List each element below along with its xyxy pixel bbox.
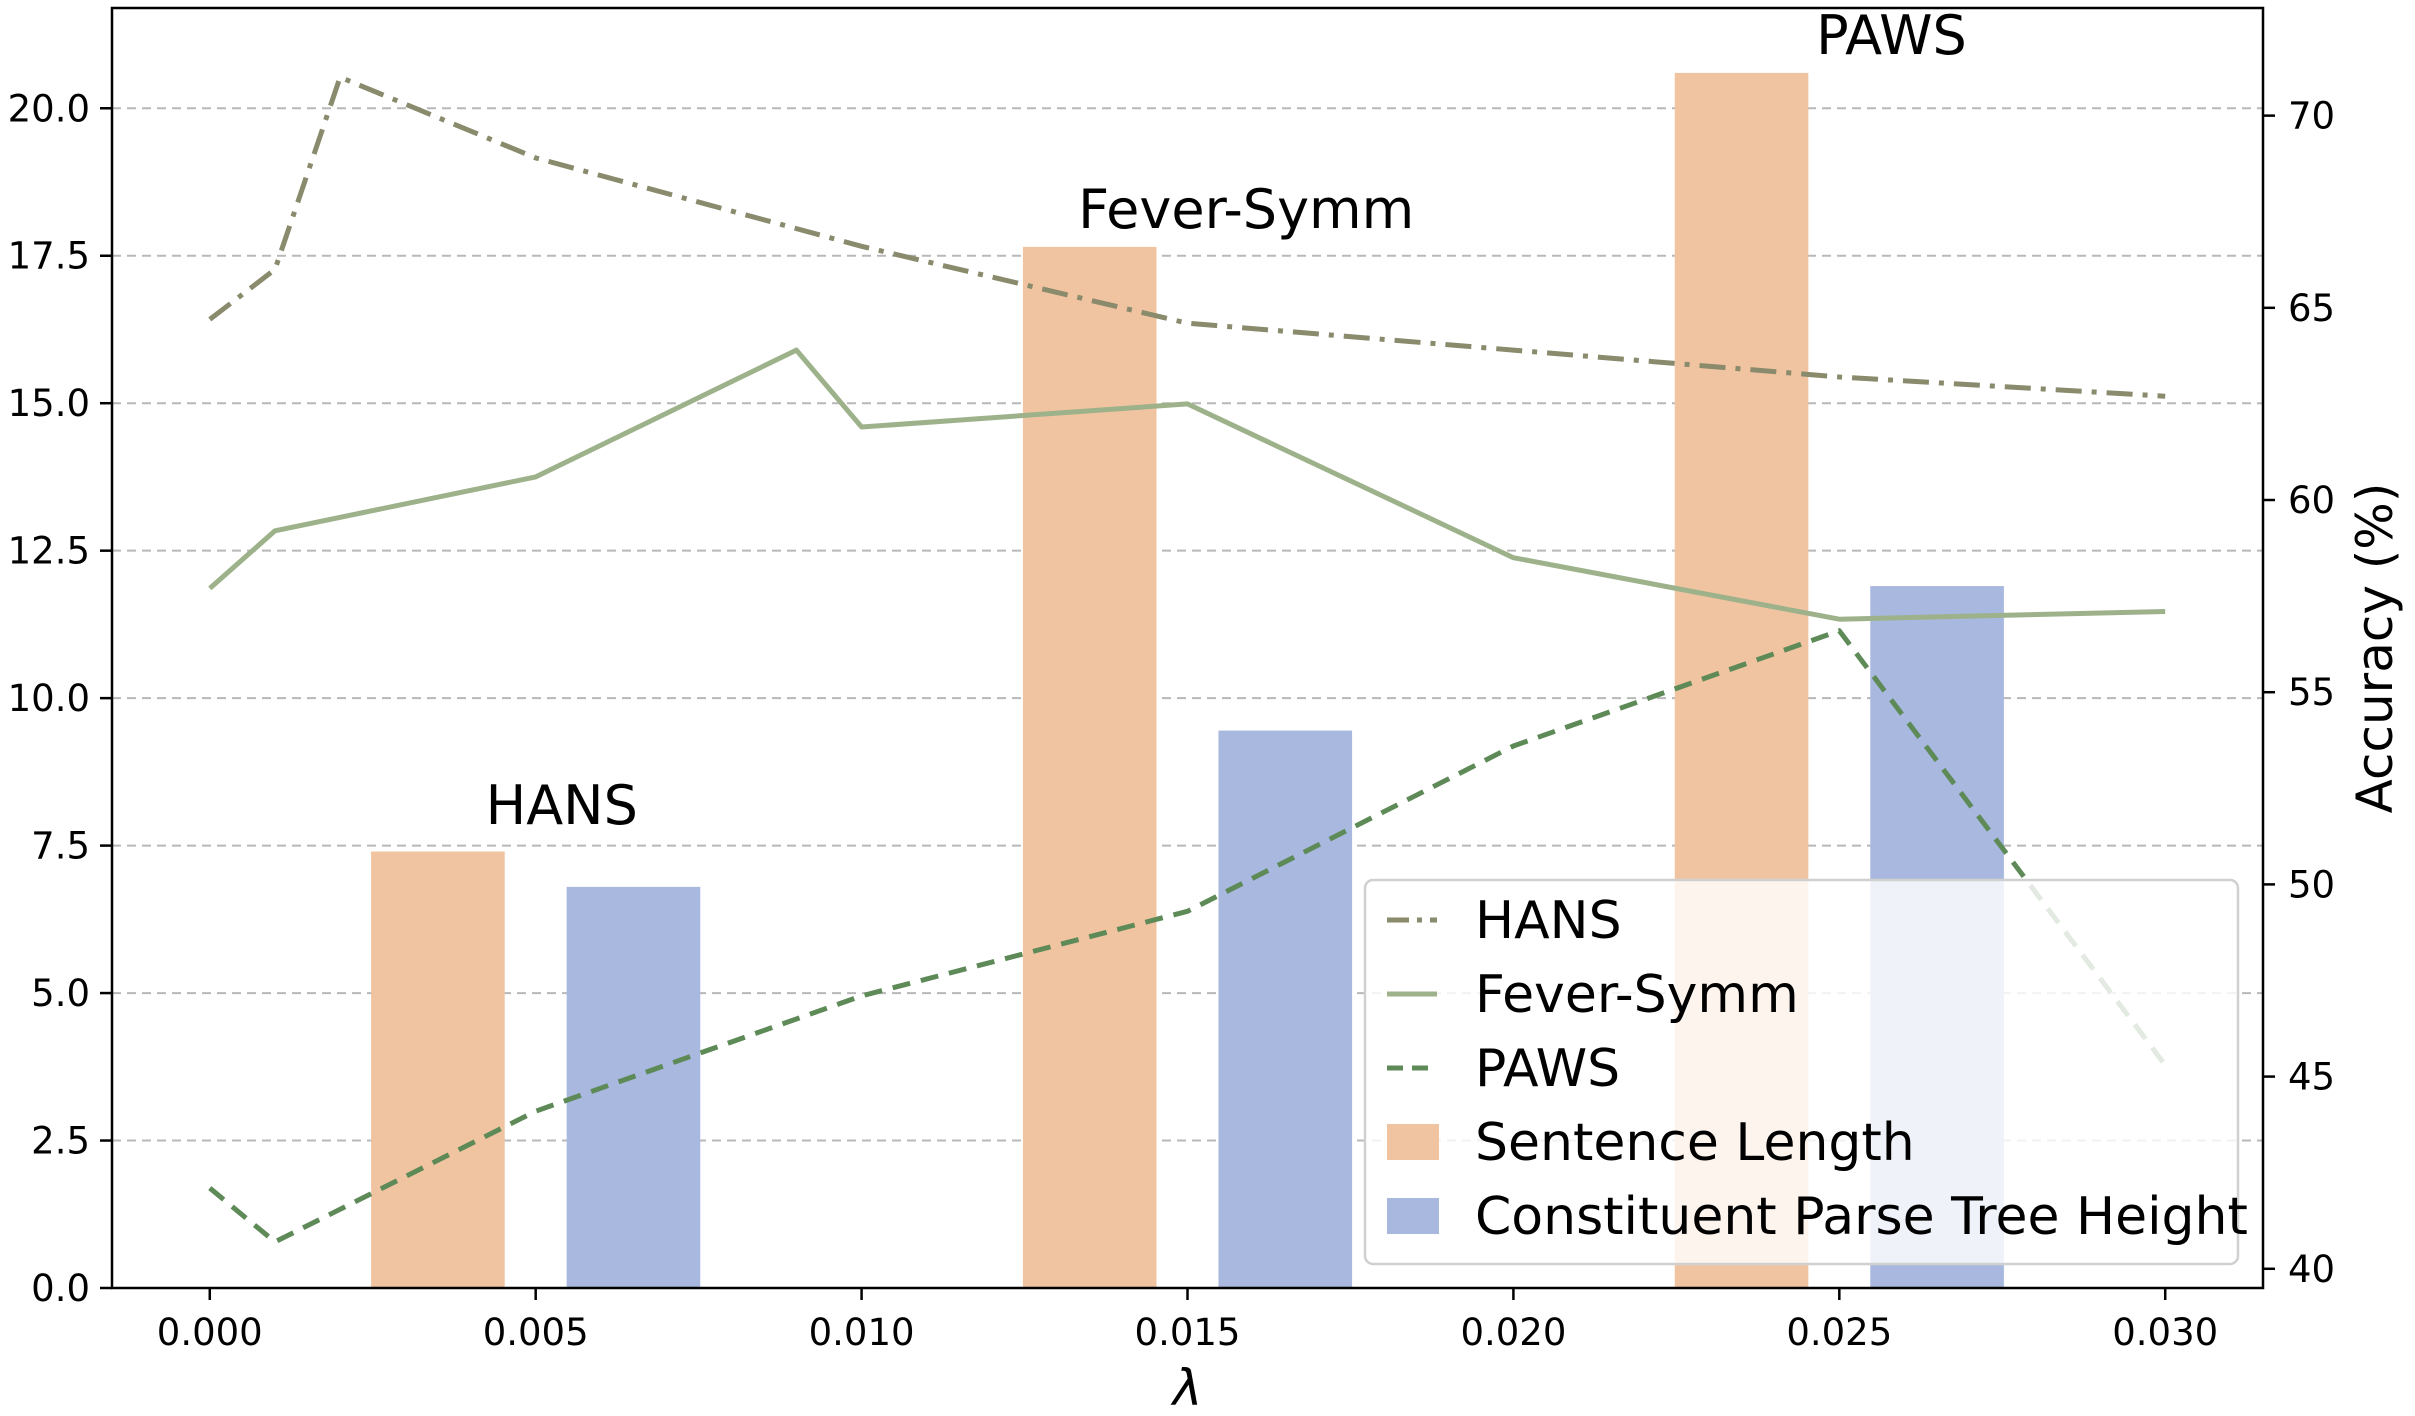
legend-label-hans: HANS (1475, 891, 1622, 951)
annotation-hans: HANS (486, 774, 638, 837)
y-right-tick-label: 70 (2288, 95, 2335, 138)
y-right-tick-label: 45 (2288, 1056, 2335, 1099)
x-tick-label: 0.030 (2112, 1311, 2218, 1354)
legend-label-constituent-parse-tree-height: Constituent Parse Tree Height (1475, 1187, 2248, 1247)
y-left-tick-label: 7.5 (31, 825, 90, 868)
y-left-tick-label: 10.0 (8, 677, 90, 720)
y-left-tick-label: 0.0 (31, 1267, 90, 1310)
y-left-tick-label: 20.0 (8, 87, 90, 130)
y-right-tick-label: 55 (2288, 671, 2335, 714)
line-hans (208, 74, 2166, 399)
legend-swatch-constituent-parse-tree-height (1387, 1198, 1439, 1234)
x-tick-label: 0.005 (483, 1311, 589, 1354)
x-axis-title: λ (1170, 1359, 1203, 1416)
annotation-paws: PAWS (1816, 4, 1967, 67)
legend-label-sentence-length: Sentence Length (1475, 1113, 1915, 1173)
legend-swatch-sentence-length (1387, 1124, 1439, 1160)
legend-box (1363, 878, 2240, 1266)
x-tick-label: 0.010 (809, 1311, 915, 1354)
y-right-axis-title: Accuracy (%) (2346, 483, 2404, 814)
bar-sentence-length-0 (371, 851, 505, 1288)
line-fever-symm (208, 347, 2166, 622)
y-left-tick-label: 15.0 (8, 382, 90, 425)
y-left-tick-label: 17.5 (8, 235, 90, 278)
x-tick-label: 0.015 (1135, 1311, 1241, 1354)
bar-parse-tree-height-0 (566, 886, 701, 1288)
legend-label-paws: PAWS (1475, 1039, 1620, 1099)
y-left-tick-label: 12.5 (8, 530, 90, 573)
x-tick-label: 0.025 (1786, 1311, 1892, 1354)
y-right-tick-label: 40 (2288, 1248, 2335, 1291)
y-left-tick-label: 2.5 (31, 1120, 90, 1163)
legend-label-fever-symm: Fever-Symm (1475, 965, 1799, 1025)
bar-sentence-length-1 (1022, 246, 1157, 1288)
y-right-tick-label: 65 (2288, 287, 2335, 330)
line-paws (208, 628, 2168, 1245)
y-right-tick-label: 60 (2288, 479, 2335, 522)
y-right-tick-label: 50 (2288, 863, 2335, 906)
y-left-tick-label: 5.0 (31, 972, 90, 1015)
x-tick-label: 0.020 (1460, 1311, 1566, 1354)
annotation-fever-symm: Fever-Symm (1078, 178, 1414, 241)
x-tick-label: 0.000 (157, 1311, 263, 1354)
bar-parse-tree-height-1 (1218, 730, 1353, 1288)
